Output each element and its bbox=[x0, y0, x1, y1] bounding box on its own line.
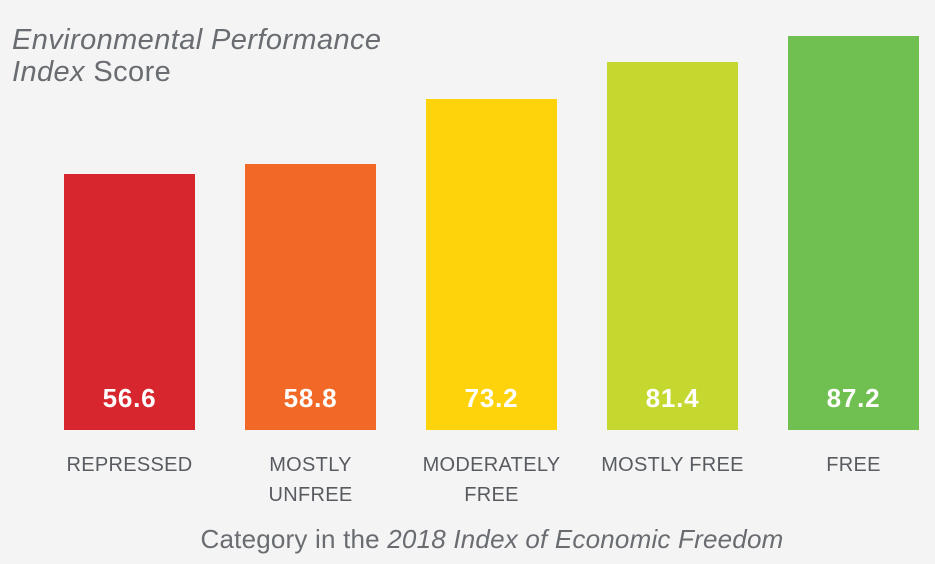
bar-free: 87.2 bbox=[788, 36, 919, 430]
chart-title: Environmental Performance Index Score bbox=[12, 24, 381, 88]
x-axis-caption: Category in the 2018 Index of Economic F… bbox=[64, 524, 920, 555]
bar-value-label: 81.4 bbox=[645, 383, 700, 413]
caption-regular: Category in the bbox=[200, 524, 388, 554]
category-label: MOSTLY UNFREE bbox=[268, 454, 353, 506]
chart-title-line1: Environmental Performance bbox=[12, 24, 382, 56]
category-label: FREE bbox=[826, 454, 881, 476]
bar-mostly-unfree: 58.8 bbox=[245, 164, 376, 430]
bar-repressed: 56.6 bbox=[64, 174, 195, 430]
caption-italic: 2018 Index of Economic Freedom bbox=[387, 524, 784, 554]
bar-value-label: 73.2 bbox=[464, 383, 519, 413]
bar-value-label: 87.2 bbox=[826, 383, 881, 413]
bar-value-label: 58.8 bbox=[283, 383, 338, 413]
bar-moderately-free: 73.2 bbox=[426, 99, 557, 430]
category-label: REPRESSED bbox=[66, 454, 193, 476]
category-label: MOSTLY FREE bbox=[601, 454, 744, 476]
bar-value-label: 56.6 bbox=[102, 383, 157, 413]
chart-title-line2-italic: Index bbox=[12, 56, 85, 88]
chart-title-line2-regular: Score bbox=[84, 56, 172, 88]
bar-mostly-free: 81.4 bbox=[607, 62, 738, 430]
category-label: MODERATELY FREE bbox=[422, 454, 561, 506]
